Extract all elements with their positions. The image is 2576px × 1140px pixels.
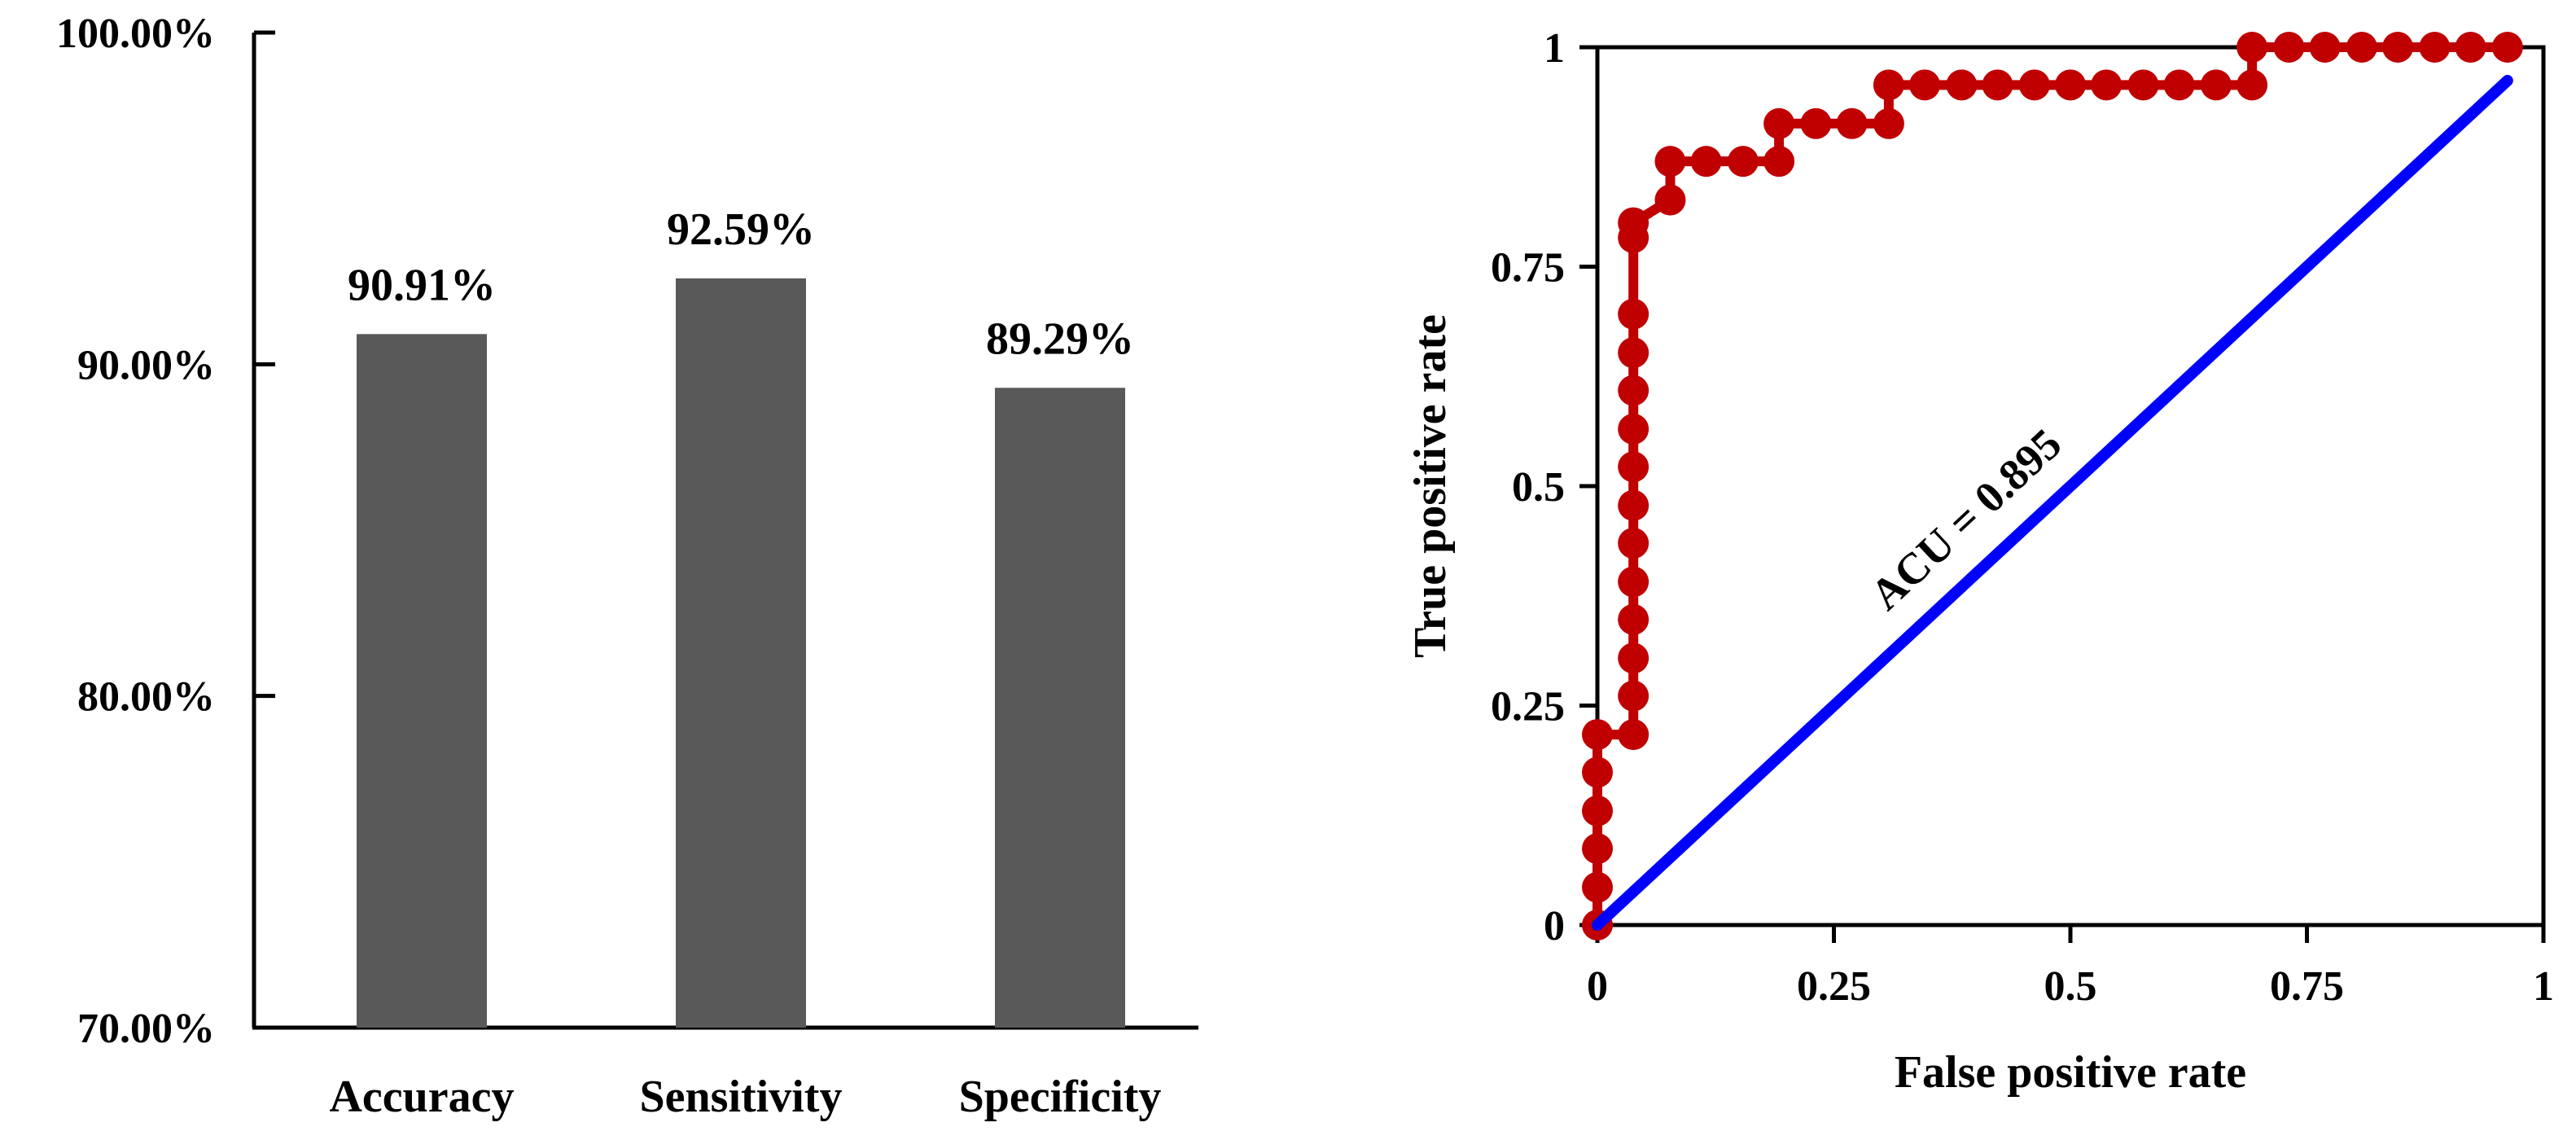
data-point	[1618, 337, 1649, 369]
y-tick-label: 0	[1544, 903, 1565, 949]
series-line-chance	[1592, 75, 2513, 931]
category-label: Specificity	[959, 1072, 1162, 1122]
data-point	[1909, 69, 1941, 101]
data-point	[1690, 146, 1722, 178]
data-point	[1982, 69, 2013, 101]
data-point	[1873, 107, 1904, 139]
data-point	[1618, 489, 1649, 521]
x-tick-label: 1	[2533, 963, 2554, 1010]
data-point	[2346, 32, 2377, 63]
x-tick-label: 0.5	[2044, 963, 2097, 1010]
data-point	[1618, 207, 1649, 239]
data-point	[2382, 32, 2414, 63]
x-tick-label: 0	[1587, 963, 1608, 1010]
data-point	[1618, 680, 1649, 712]
data-point	[1654, 146, 1686, 178]
bar-sensitivity	[676, 278, 806, 1028]
data-point	[2273, 32, 2305, 63]
data-point	[1763, 146, 1795, 178]
data-point	[2055, 69, 2086, 101]
data-point	[1618, 719, 1649, 751]
data-point	[2236, 32, 2268, 63]
y-tick-label: 90.00%	[77, 342, 215, 388]
x-axis-title: False positive rate	[1895, 1047, 2246, 1098]
data-point	[2491, 32, 2523, 63]
data-point	[2018, 69, 2050, 101]
data-point	[1582, 833, 1613, 865]
data-point	[2419, 32, 2451, 63]
data-label: 89.29%	[986, 314, 1134, 364]
bar-chart: 70.00% 80.00% 90.00% 100.00% 90.91% Accuracy 9…	[56, 11, 1198, 1122]
x-tick-label: 0.75	[2270, 963, 2344, 1010]
y-tick-label: 0.25	[1491, 684, 1565, 730]
data-point	[1618, 528, 1649, 559]
data-point	[1618, 298, 1649, 330]
y-tick-label: 100.00%	[56, 11, 215, 57]
y-tick-label: 80.00%	[77, 674, 215, 721]
data-point	[2455, 32, 2486, 63]
data-point	[1654, 184, 1686, 216]
bar-specificity	[995, 388, 1125, 1028]
data-point	[2091, 69, 2123, 101]
data-point	[1727, 146, 1759, 178]
category-label: Sensitivity	[640, 1072, 843, 1122]
data-point	[1946, 69, 1978, 101]
category-label: Accuracy	[329, 1072, 514, 1122]
data-label: 90.91%	[348, 260, 496, 310]
data-point	[1582, 756, 1613, 788]
data-point	[2309, 32, 2341, 63]
data-point	[1582, 795, 1613, 826]
data-point	[2236, 69, 2268, 101]
y-tick-label: 70.00%	[77, 1006, 215, 1052]
data-point	[1618, 642, 1649, 674]
x-tick-label: 0.25	[1797, 963, 1871, 1010]
data-point	[2127, 69, 2159, 101]
y-tick-label: 0.5	[1512, 464, 1565, 511]
y-tick-label: 0.75	[1491, 245, 1565, 292]
data-point	[1618, 566, 1649, 598]
data-point	[1618, 603, 1649, 635]
data-point	[1836, 107, 1868, 139]
data-point	[1618, 413, 1649, 445]
data-point	[1618, 451, 1649, 483]
data-point	[2163, 69, 2195, 101]
roc-chart: 0 0.25 0.5 0.75 1 0 0.25 0.5 0.75 1 False positive…	[1405, 25, 2554, 1098]
data-point	[1800, 107, 1832, 139]
bar-accuracy	[357, 334, 487, 1028]
data-point	[1582, 719, 1613, 751]
data-point	[1582, 871, 1613, 903]
y-tick-label: 1	[1544, 25, 1565, 72]
data-label: 92.59%	[667, 204, 815, 255]
data-point	[2200, 69, 2232, 101]
data-point	[1873, 69, 1904, 101]
data-point	[1763, 107, 1795, 139]
data-point	[1618, 375, 1649, 406]
y-axis-title: True positive rate	[1405, 314, 1456, 658]
